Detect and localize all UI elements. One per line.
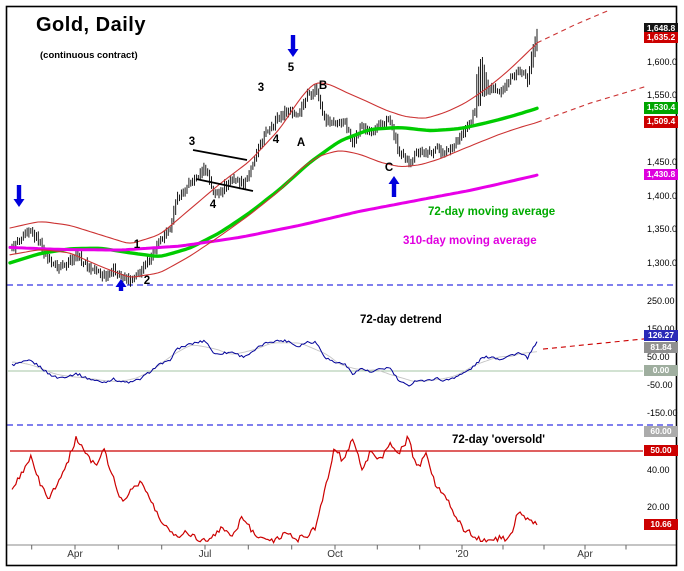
wave-label: 4 bbox=[210, 199, 217, 211]
wave-label: 2 bbox=[144, 275, 150, 287]
chart-subtitle: (continuous contract) bbox=[40, 50, 138, 61]
detrend-line bbox=[11, 339, 538, 387]
ma310-label: 310-day moving average bbox=[403, 235, 537, 247]
detrend-smooth-line bbox=[11, 342, 538, 382]
wave-label: 5 bbox=[288, 62, 295, 74]
wave-label: C bbox=[385, 162, 393, 174]
detrend-projection-line bbox=[542, 337, 649, 350]
wave-label: 3 bbox=[258, 82, 264, 94]
up-arrow-icon bbox=[388, 176, 400, 197]
chart-title: Gold, Daily bbox=[36, 14, 146, 36]
down-arrow-icon bbox=[13, 185, 25, 207]
oversold-panel-label: 72-day 'oversold' bbox=[452, 434, 546, 446]
wave-label: 3 bbox=[189, 136, 195, 148]
lower-band-line bbox=[9, 121, 538, 278]
trendline bbox=[192, 149, 248, 161]
detrend-panel-label: 72-day detrend bbox=[360, 314, 442, 326]
ma72-line bbox=[8, 106, 539, 265]
wave-label: A bbox=[297, 137, 305, 149]
trendline bbox=[195, 178, 254, 192]
up-arrow-icon bbox=[115, 279, 127, 291]
wave-label: B bbox=[319, 80, 327, 92]
upper-band-projection-line bbox=[536, 10, 609, 44]
chart-border bbox=[5, 5, 678, 567]
wave-label: 1 bbox=[134, 239, 141, 251]
upper-band-line bbox=[9, 42, 538, 244]
lower-band-projection-line bbox=[536, 85, 649, 123]
wave-label: 4 bbox=[273, 134, 280, 146]
down-arrow-icon bbox=[287, 35, 299, 57]
oversold-line bbox=[11, 434, 538, 544]
ma72-label: 72-day moving average bbox=[428, 206, 556, 218]
ma310-line bbox=[8, 173, 539, 252]
